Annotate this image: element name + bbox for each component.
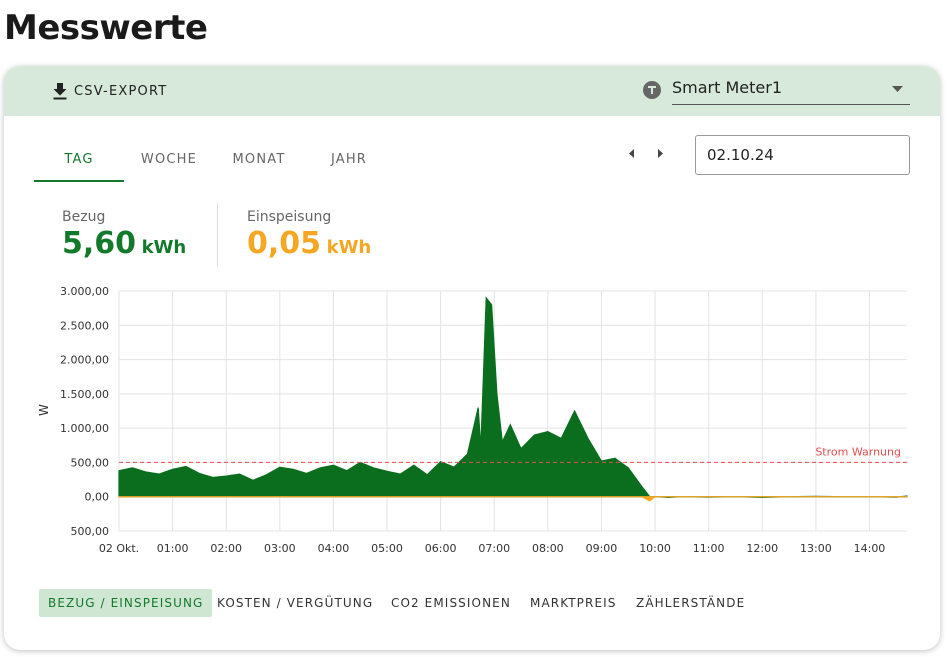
chip[interactable]: MARKTPREIS (530, 596, 617, 610)
csv-export-label: CSV-EXPORT (74, 83, 168, 99)
chip[interactable]: BEZUG / EINSPEISUNG (39, 589, 213, 617)
date-nav (629, 149, 663, 158)
page-title: Messwerte (4, 8, 208, 48)
chip[interactable]: CO2 EMISSIONEN (391, 596, 511, 610)
tab-indicator (34, 180, 124, 182)
einspeisung-label: Einspeisung (247, 209, 332, 225)
prev-arrow[interactable] (629, 149, 634, 158)
einspeisung-value: 0,05 (247, 226, 322, 261)
chip[interactable]: ZÄHLERSTÄNDE (636, 596, 746, 610)
date-input[interactable]: 02.10.24 (695, 135, 910, 175)
einspeisung-unit: kWh (326, 237, 372, 258)
tab[interactable]: JAHR (330, 152, 368, 167)
bezug-total: 5,60 kWh (62, 226, 186, 261)
bezug-unit: kWh (141, 237, 187, 258)
tab[interactable]: TAG (64, 152, 94, 167)
tab[interactable]: WOCHE (140, 152, 198, 167)
meter-name: Smart Meter1 (672, 78, 783, 97)
einspeisung-total: 0,05 kWh (247, 226, 371, 261)
divider (217, 203, 218, 267)
dropdown-arrow (892, 86, 903, 92)
tab[interactable]: MONAT (232, 152, 286, 167)
meter-select[interactable]: Smart Meter1 (672, 78, 910, 105)
date-value: 02.10.24 (707, 146, 774, 164)
download-icon (53, 83, 67, 100)
card: CSV-EXPORT Smart Meter1 02.10.24 Bezug 5… (4, 66, 940, 650)
toolbar: CSV-EXPORT Smart Meter1 (4, 66, 940, 116)
bezug-value: 5,60 (62, 226, 137, 261)
bezug-label: Bezug (62, 209, 106, 225)
next-arrow[interactable] (658, 149, 663, 158)
meter-icon (643, 81, 661, 99)
chip[interactable]: KOSTEN / VERGÜTUNG (217, 596, 374, 610)
csv-export-button[interactable]: CSV-EXPORT (52, 82, 167, 100)
